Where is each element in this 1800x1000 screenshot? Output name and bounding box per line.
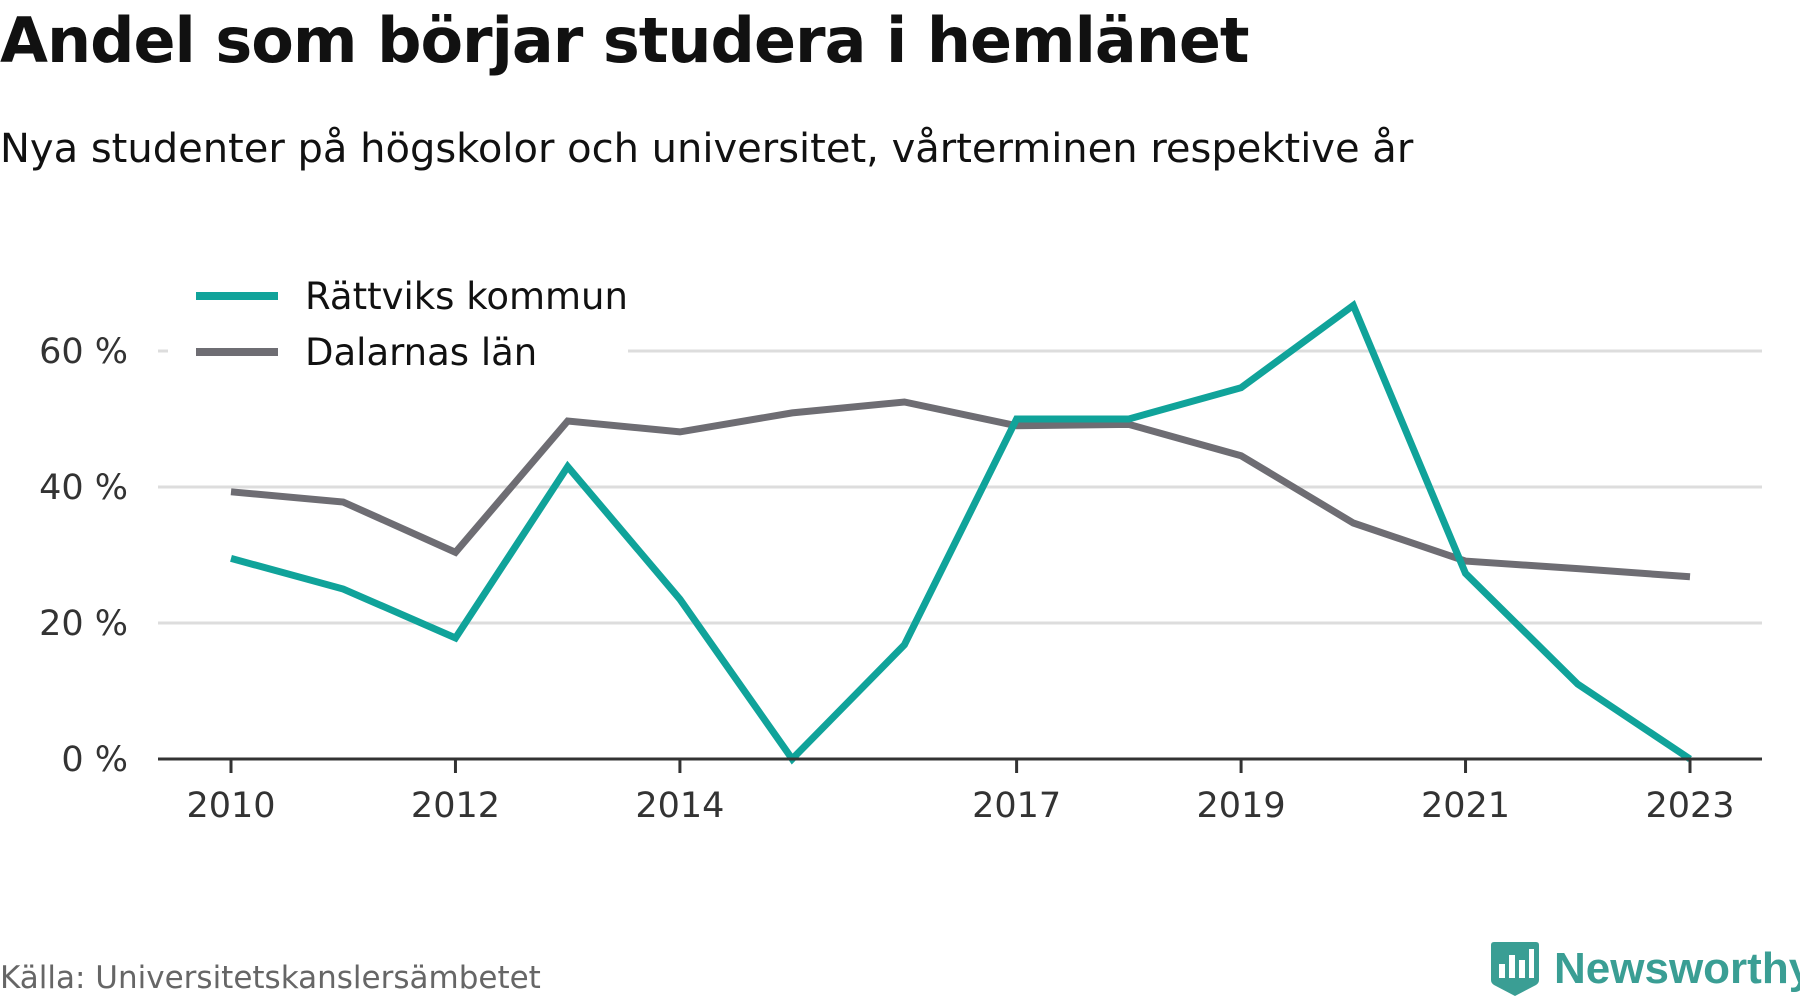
source-note: Källa: Universitetskanslersämbetet <box>0 960 541 996</box>
chart-title: Andel som börjar studera i hemlänet <box>0 4 1250 77</box>
line-chart: 0 % 20 % 40 % 60 % 2010 2012 2014 2017 2019 2021… <box>39 268 1762 826</box>
legend-label: Rättviks kommun <box>305 275 628 318</box>
chart-subtitle: Nya studenter på högskolor och universit… <box>0 126 1414 172</box>
x-axis-ticks: 2010 2012 2014 2017 2019 2021 2023 <box>186 759 1735 826</box>
legend-label: Dalarnas län <box>305 331 537 374</box>
y-axis-ticks: 0 % 20 % 40 % 60 % <box>39 332 128 780</box>
x-tick-label: 2019 <box>1197 786 1286 826</box>
x-tick-label: 2017 <box>972 786 1061 826</box>
x-tick-label: 2012 <box>411 786 500 826</box>
y-tick-label: 60 % <box>39 332 128 372</box>
legend: Rättviks kommun Dalarnas län <box>168 268 628 380</box>
newsworthy-logo[interactable]: Newsworthy <box>1490 940 1800 998</box>
series-lines <box>230 299 1692 765</box>
y-tick-label: 20 % <box>39 604 128 644</box>
series-line-dalarna <box>230 398 1691 581</box>
gridlines <box>158 349 1762 625</box>
series-line-rattvik <box>230 299 1692 765</box>
logo-text: Newsworthy <box>1554 944 1800 993</box>
x-tick-label: 2021 <box>1421 786 1510 826</box>
x-tick-label: 2014 <box>635 786 724 826</box>
x-tick-label: 2023 <box>1645 786 1734 826</box>
y-tick-label: 40 % <box>39 468 128 508</box>
x-tick-label: 2010 <box>186 786 275 826</box>
legend-background <box>168 268 628 380</box>
newsworthy-logo-icon <box>1491 942 1539 996</box>
y-tick-label: 0 % <box>61 740 128 780</box>
